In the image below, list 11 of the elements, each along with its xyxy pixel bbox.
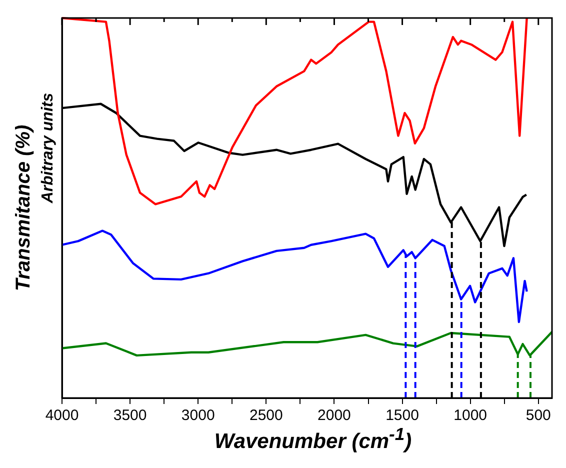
x-tick-label: 3000 <box>181 407 215 424</box>
x-tick-label: 4000 <box>45 407 79 424</box>
x-tick-label: 1500 <box>386 407 419 424</box>
x-tick-label: 2000 <box>318 407 351 424</box>
x-tick-label: 1000 <box>454 407 488 424</box>
y-axis-title: Transmitance (%) <box>12 124 35 292</box>
x-axis-title: Wavenumber (cm$^{-1}$) <box>213 424 413 454</box>
text: Arbitrary units <box>39 92 56 204</box>
x-tick-label: 3500 <box>113 407 147 424</box>
x-tick-label: 2500 <box>249 407 283 424</box>
x-tick-label: 500 <box>526 407 551 424</box>
